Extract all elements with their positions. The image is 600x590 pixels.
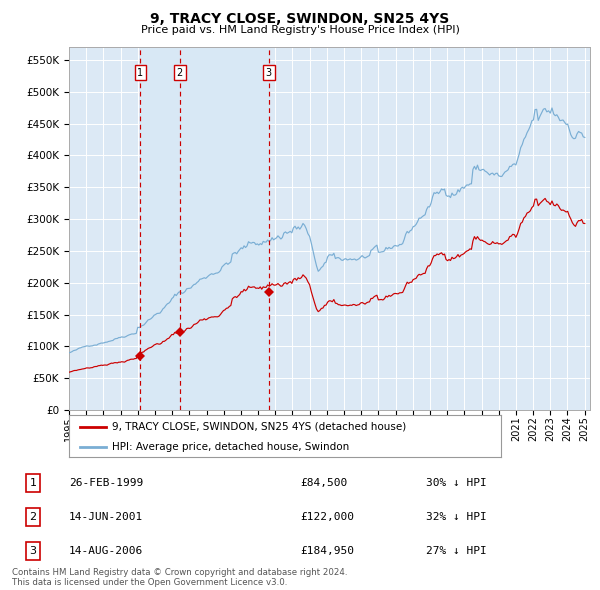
Text: 3: 3 bbox=[29, 546, 37, 556]
Text: 3: 3 bbox=[266, 68, 272, 78]
Text: HPI: Average price, detached house, Swindon: HPI: Average price, detached house, Swin… bbox=[112, 442, 349, 451]
Text: £84,500: £84,500 bbox=[300, 478, 347, 488]
Text: 26-FEB-1999: 26-FEB-1999 bbox=[69, 478, 143, 488]
Text: Contains HM Land Registry data © Crown copyright and database right 2024.
This d: Contains HM Land Registry data © Crown c… bbox=[12, 568, 347, 587]
Bar bbox=[140, 47, 269, 410]
Text: £184,950: £184,950 bbox=[300, 546, 354, 556]
Text: 2: 2 bbox=[177, 68, 183, 78]
Text: 32% ↓ HPI: 32% ↓ HPI bbox=[426, 512, 487, 522]
Text: 9, TRACY CLOSE, SWINDON, SN25 4YS (detached house): 9, TRACY CLOSE, SWINDON, SN25 4YS (detac… bbox=[112, 422, 406, 432]
Text: Price paid vs. HM Land Registry's House Price Index (HPI): Price paid vs. HM Land Registry's House … bbox=[140, 25, 460, 35]
Text: 9, TRACY CLOSE, SWINDON, SN25 4YS: 9, TRACY CLOSE, SWINDON, SN25 4YS bbox=[151, 12, 449, 26]
Text: 2: 2 bbox=[29, 512, 37, 522]
Text: 30% ↓ HPI: 30% ↓ HPI bbox=[426, 478, 487, 488]
Text: 14-JUN-2001: 14-JUN-2001 bbox=[69, 512, 143, 522]
Text: 1: 1 bbox=[137, 68, 143, 78]
Text: 14-AUG-2006: 14-AUG-2006 bbox=[69, 546, 143, 556]
Text: 1: 1 bbox=[29, 478, 37, 488]
Text: 27% ↓ HPI: 27% ↓ HPI bbox=[426, 546, 487, 556]
Text: £122,000: £122,000 bbox=[300, 512, 354, 522]
